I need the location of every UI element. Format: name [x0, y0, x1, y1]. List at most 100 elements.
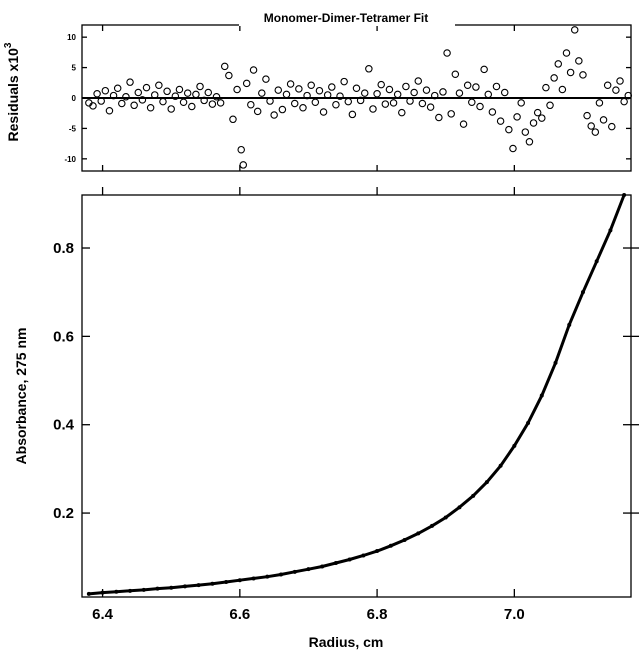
x-axis-label: Radius, cm — [309, 634, 384, 650]
residual-point — [134, 88, 143, 97]
residuals-y-tick-label: 10 — [67, 33, 76, 42]
residual-point — [253, 107, 262, 116]
residual-point — [414, 77, 423, 85]
residual-point — [554, 60, 563, 68]
residual-point — [266, 97, 274, 105]
absorbance-point — [402, 538, 407, 543]
residuals-points — [85, 26, 633, 169]
residual-point — [89, 102, 97, 110]
residual-point — [480, 65, 488, 74]
residual-point — [229, 115, 237, 124]
absorbance-point — [155, 586, 160, 591]
residual-point — [274, 86, 283, 94]
residual-point — [155, 81, 163, 89]
y-tick-label: 0.4 — [53, 417, 75, 434]
absorbance-point — [114, 589, 119, 594]
residual-point — [492, 82, 501, 91]
absorbance-curve — [88, 194, 626, 596]
residual-point — [258, 89, 266, 97]
absorbance-point — [196, 583, 201, 588]
residual-point — [323, 91, 332, 99]
residual-point — [393, 90, 402, 99]
residual-point — [146, 103, 155, 112]
residual-point — [150, 91, 159, 99]
residual-point — [328, 83, 336, 91]
residual-point — [546, 101, 554, 110]
absorbance-point — [553, 360, 558, 365]
residuals-y-axis-label: Residuals x103 — [3, 42, 21, 141]
residual-point — [521, 128, 530, 136]
residual-point — [459, 120, 468, 128]
absorbance-point — [169, 585, 174, 590]
residual-point — [381, 100, 390, 108]
residual-point — [533, 108, 542, 117]
residual-point — [192, 90, 200, 99]
residual-point — [509, 144, 517, 153]
residual-point — [212, 93, 221, 101]
absorbance-point — [237, 578, 242, 583]
residuals-y-tick-label: -5 — [69, 124, 77, 133]
residual-point — [455, 89, 464, 97]
absorbance-point — [306, 567, 311, 572]
absorbance-point — [388, 543, 393, 548]
residual-point — [356, 96, 365, 105]
residuals-tick-labels: 10 5 0 -5 -10 — [64, 33, 76, 164]
residual-point — [439, 88, 447, 96]
absorbance-point — [86, 591, 91, 596]
residual-point — [443, 49, 451, 57]
residual-point — [402, 82, 410, 91]
residual-point — [344, 97, 353, 106]
residual-point — [109, 91, 118, 100]
residual-point — [282, 90, 291, 99]
absorbance-point — [512, 443, 517, 448]
residual-point — [538, 114, 546, 122]
residual-point — [247, 100, 255, 109]
residual-point — [142, 83, 151, 92]
residual-point — [616, 77, 624, 85]
residual-point — [500, 88, 509, 97]
residual-point — [126, 78, 134, 86]
absorbance-point — [375, 549, 380, 554]
residual-point — [422, 86, 431, 94]
absorbance-point — [100, 590, 105, 595]
residual-point — [163, 87, 171, 96]
residual-point — [575, 57, 583, 65]
residual-point — [620, 97, 628, 106]
residual-point — [204, 88, 213, 97]
residual-point — [488, 108, 497, 116]
residual-point — [242, 79, 251, 88]
absorbance-point — [443, 515, 448, 520]
absorbance-point — [567, 322, 572, 327]
residual-point — [175, 85, 184, 94]
residual-point — [118, 99, 126, 108]
residual-point — [97, 97, 105, 105]
absorbance-point — [608, 228, 613, 233]
residual-point — [373, 89, 381, 98]
residual-point — [286, 80, 295, 88]
residual-point — [188, 102, 196, 111]
residual-point — [183, 89, 192, 97]
residual-point — [200, 96, 208, 105]
residual-point — [105, 107, 114, 115]
absorbance-point — [265, 574, 270, 579]
residual-point — [278, 105, 287, 114]
x-tick-label: 6.4 — [92, 606, 114, 623]
absorbance-point — [471, 493, 476, 498]
residual-point — [562, 49, 571, 57]
residual-point — [389, 99, 398, 107]
residual-point — [558, 85, 567, 94]
absorbance-point — [457, 505, 462, 510]
absorbance-point — [292, 569, 297, 574]
residual-point — [365, 65, 373, 73]
residual-point — [225, 71, 233, 80]
residuals-y-tick-label: 5 — [72, 64, 77, 73]
residual-point — [101, 86, 110, 95]
absorbance-axis-ticks — [82, 187, 639, 597]
residual-point — [595, 99, 604, 107]
residual-point — [476, 102, 484, 111]
residual-point — [599, 116, 608, 124]
residual-point — [239, 161, 248, 169]
residual-point — [472, 83, 480, 91]
residual-point — [430, 91, 439, 100]
